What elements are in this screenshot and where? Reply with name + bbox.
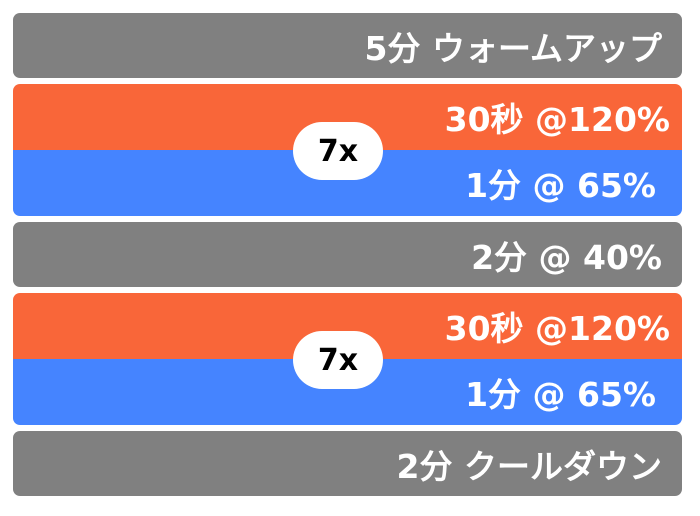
low-interval-label: 1分 @ 65% bbox=[465, 375, 656, 414]
high-interval-label: 30秒 @120% bbox=[444, 100, 670, 139]
repeat-badge: 7x bbox=[293, 122, 383, 180]
step-label: 5分 ウォームアップ bbox=[364, 28, 662, 68]
recovery-step[interactable]: 2分 @ 40% bbox=[13, 222, 682, 287]
low-interval-label: 1分 @ 65% bbox=[465, 166, 656, 205]
repeat-badge: 7x bbox=[293, 331, 383, 389]
high-interval-label: 30秒 @120% bbox=[444, 309, 670, 348]
low-interval: 1分 @ 65% bbox=[13, 359, 682, 425]
step-label: 2分 @ 40% bbox=[471, 237, 662, 277]
interval-set-2[interactable]: 30秒 @120% 1分 @ 65% 7x bbox=[13, 293, 682, 425]
cooldown-step[interactable]: 2分 クールダウン bbox=[13, 431, 682, 496]
warmup-step[interactable]: 5分 ウォームアップ bbox=[13, 13, 682, 78]
interval-set-1[interactable]: 30秒 @120% 1分 @ 65% 7x bbox=[13, 84, 682, 216]
step-label: 2分 クールダウン bbox=[396, 446, 662, 486]
low-interval: 1分 @ 65% bbox=[13, 150, 682, 216]
